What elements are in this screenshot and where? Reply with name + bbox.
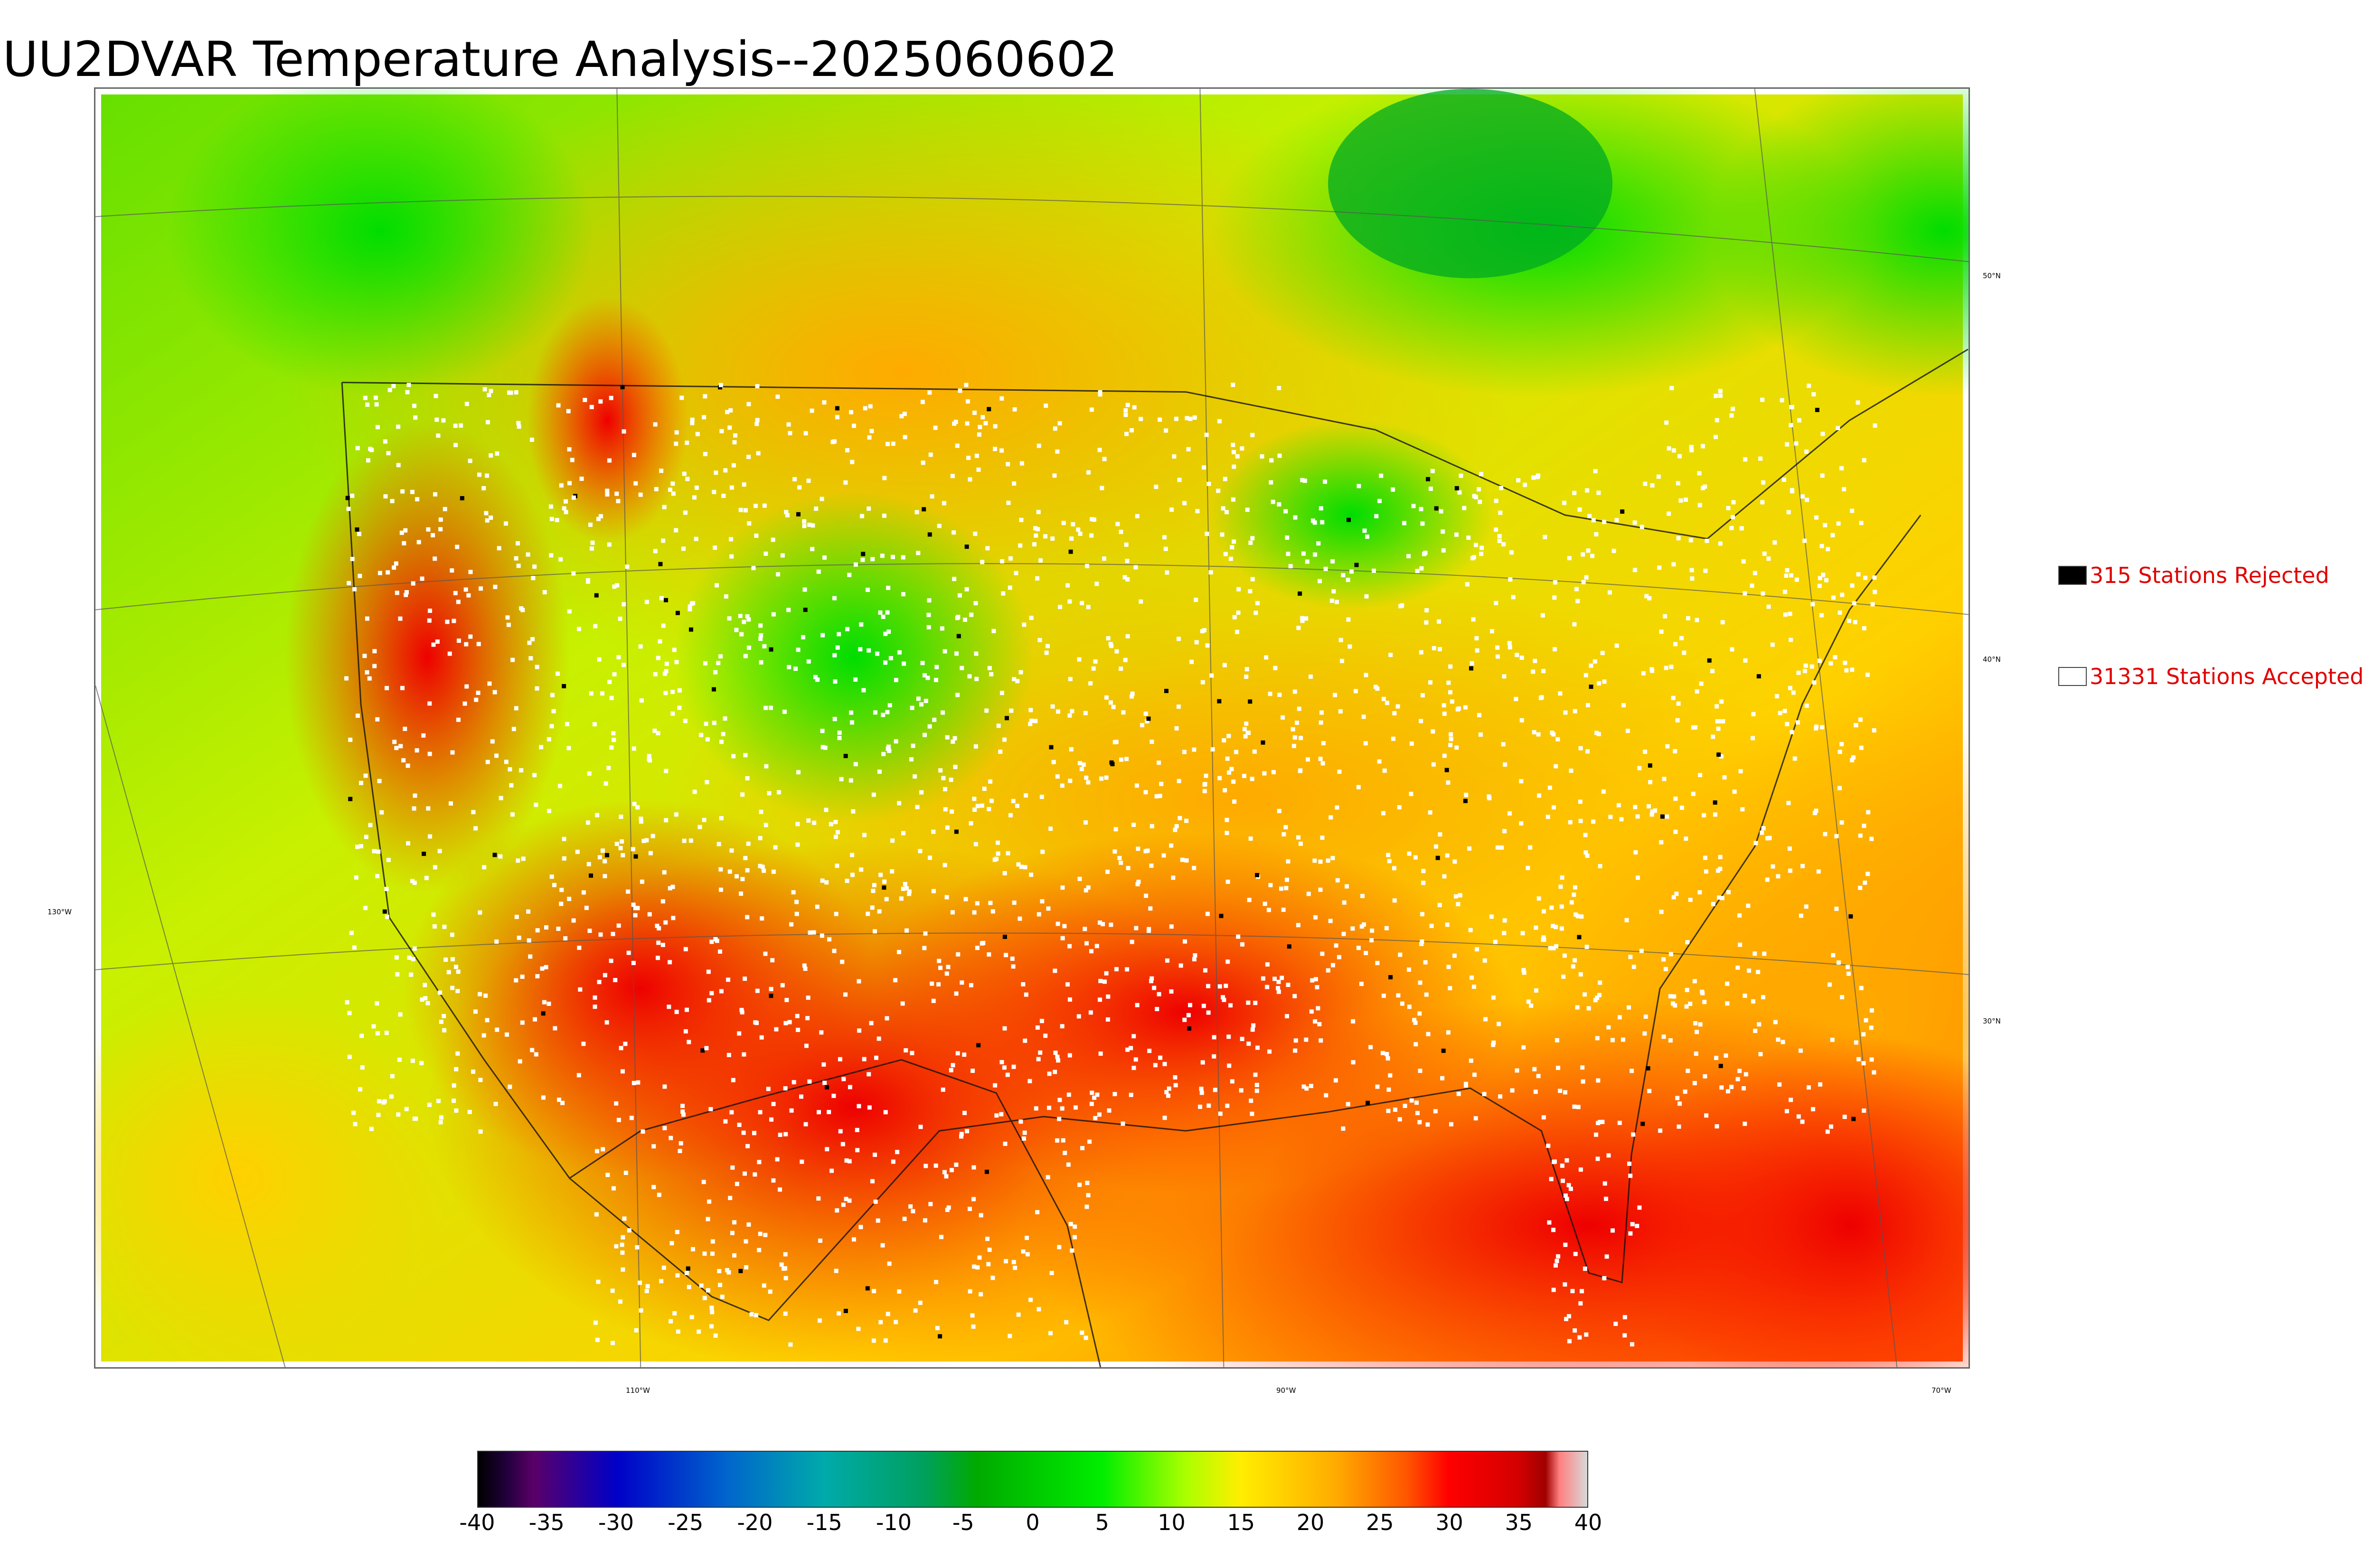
colorbar-tick-label: -35 xyxy=(528,1510,565,1535)
lon-label-110: 110°W xyxy=(626,1386,650,1395)
colorbar-tick-label: -20 xyxy=(737,1510,773,1535)
lon-label-90: 90°W xyxy=(1276,1386,1296,1395)
lat-label-40: 40°N xyxy=(1983,655,2001,664)
accepted-swatch xyxy=(2058,667,2087,686)
colorbar-tick-label: -40 xyxy=(459,1510,495,1535)
temperature-map: 50°N 40°N 30°N xyxy=(94,87,2001,1369)
colorbar-tick-label: 40 xyxy=(1574,1510,1602,1535)
colorbar-tick-label: 30 xyxy=(1435,1510,1463,1535)
colorbar-tick-label: -15 xyxy=(806,1510,842,1535)
accepted-label: 31331 Stations Accepted xyxy=(2090,664,2364,689)
map-title: UU2DVAR Temperature Analysis--2025060602 xyxy=(2,31,1118,88)
colorbar-ticks: -40 -35 -30 -25 -20 -15 -10 -5 0 5 10 15 20 25 30 35 40 xyxy=(0,1510,2374,1538)
lon-label-70: 70°W xyxy=(1931,1386,1951,1395)
colorbar-tick-label: -30 xyxy=(598,1510,634,1535)
colorbar-tick-label: 10 xyxy=(1158,1510,1186,1535)
temperature-field xyxy=(95,89,1969,1367)
rejected-label: 315 Stations Rejected xyxy=(2090,563,2329,588)
lat-label-50: 50°N xyxy=(1983,272,2001,280)
lon-label-130: 130°W xyxy=(47,908,72,916)
colorbar-tick-label: -25 xyxy=(668,1510,704,1535)
colorbar-tick-label: -5 xyxy=(952,1510,974,1535)
colorbar-tick-label: 20 xyxy=(1296,1510,1325,1535)
colorbar-tick-label: 5 xyxy=(1095,1510,1109,1535)
legend-accepted: 31331 Stations Accepted xyxy=(2058,664,2364,689)
lat-label-30: 30°N xyxy=(1983,1017,2001,1025)
colorbar-tick-label: 25 xyxy=(1366,1510,1394,1535)
colorbar-tick-label: 0 xyxy=(1026,1510,1040,1535)
colorbar-tick-label: 35 xyxy=(1505,1510,1533,1535)
colorbar xyxy=(477,1451,1588,1508)
rejected-swatch xyxy=(2058,566,2087,585)
legend-rejected: 315 Stations Rejected xyxy=(2058,563,2329,588)
colorbar-tick-label: -10 xyxy=(876,1510,912,1535)
colorbar-tick-label: 15 xyxy=(1227,1510,1255,1535)
station-markers xyxy=(344,383,1877,1347)
